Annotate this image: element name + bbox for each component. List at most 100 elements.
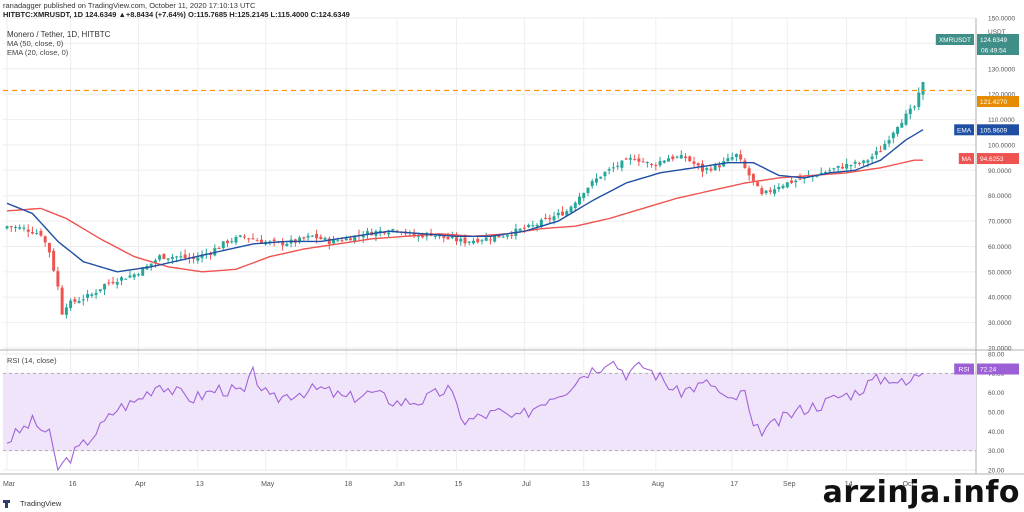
candle-body [77, 301, 81, 303]
candle [136, 272, 140, 277]
rsi-tick-label: 80.00 [988, 352, 1005, 359]
candle-body [684, 156, 688, 159]
candle-body [247, 238, 251, 240]
candle-body [756, 182, 760, 187]
ema-tag: EMA 105.9609 [954, 124, 1019, 136]
candle-body [781, 185, 785, 189]
candle [764, 190, 768, 195]
candle [891, 131, 895, 144]
candle-body [175, 256, 179, 258]
candle-body [569, 206, 573, 213]
candle-body [887, 140, 891, 144]
watermark: arzinja.info [822, 475, 1020, 510]
candle [217, 246, 221, 250]
candle-body [365, 231, 369, 235]
candle-body [845, 163, 849, 169]
candle [200, 250, 204, 263]
ticker-line: HITBTC:XMRUSDT, 1D 124.6349 ▲+8.8434 (+7… [3, 10, 350, 19]
rsi-tag-name: RSI [959, 367, 970, 374]
candle [18, 224, 22, 230]
candle [768, 187, 772, 195]
candle-body [310, 235, 314, 237]
candle [433, 235, 437, 240]
candle [794, 179, 798, 188]
candle-body [522, 227, 526, 229]
candle-body [302, 237, 306, 239]
candle-body [548, 217, 552, 220]
candle-body [446, 237, 450, 240]
candle-body [607, 169, 611, 171]
candle [671, 154, 675, 162]
candle-body [306, 235, 310, 238]
candle-body [645, 162, 649, 164]
candle-body [209, 253, 213, 255]
candle [641, 157, 645, 163]
ema-tag-name: EMA [957, 127, 972, 134]
candle [654, 162, 658, 171]
candle [213, 244, 217, 257]
candle-body [298, 237, 302, 243]
candle-body [828, 170, 832, 172]
candle [493, 235, 497, 243]
candle-body [81, 299, 85, 301]
ma-tag: MA 94.6253 [958, 153, 1019, 165]
candle-body [56, 271, 60, 287]
candle [709, 165, 713, 173]
ema20-line [6, 129, 924, 273]
candle [302, 236, 306, 241]
candle [234, 235, 238, 245]
candle-body [832, 168, 836, 170]
candle [527, 223, 531, 229]
time-tick-label: Mar [3, 481, 16, 488]
candle-body [739, 154, 743, 160]
candle-body [616, 165, 620, 167]
candle-body [874, 151, 878, 155]
candle [81, 294, 85, 306]
candle-body [510, 234, 514, 236]
tradingview-logo[interactable]: TradingView [3, 499, 61, 508]
candle [459, 236, 463, 246]
candle-body [450, 236, 454, 239]
last-price-tag-value: 124.6349 [980, 37, 1007, 44]
candle-body [459, 238, 463, 242]
candle [637, 153, 641, 167]
candle-body [705, 168, 709, 170]
ma-tag-name-box [958, 153, 974, 165]
candle [471, 237, 475, 245]
rsi-tick-label: 30.00 [988, 448, 1005, 455]
candle [700, 160, 704, 177]
price-tick-label: 150.0000 [988, 16, 1015, 23]
candle [327, 236, 331, 250]
price-tick-label: 90.0000 [988, 168, 1012, 175]
price-tick-label: 110.0000 [988, 117, 1015, 124]
candle [35, 229, 39, 235]
candle [747, 165, 751, 181]
candle [586, 187, 590, 197]
candle [599, 176, 603, 180]
candle-body [641, 161, 645, 163]
candle-body [840, 166, 844, 169]
candle-body [463, 237, 467, 244]
candle-body [679, 154, 683, 159]
candle-body [717, 165, 721, 168]
candle-body [573, 202, 577, 208]
candle [47, 242, 51, 258]
candle [115, 278, 119, 289]
ma-tag-name: MA [962, 156, 972, 163]
candle [828, 167, 832, 173]
candle-body [590, 181, 594, 186]
candle-body [196, 257, 200, 261]
candle-body [442, 234, 446, 238]
candle [705, 167, 709, 175]
candle-body [480, 240, 484, 242]
resistance-tag-value: 121.4270 [980, 99, 1007, 106]
candle [480, 238, 484, 245]
candle [853, 159, 857, 169]
candle [781, 183, 785, 190]
candle [650, 162, 654, 168]
candle-body [785, 182, 789, 188]
price-tick-label: 60.0000 [988, 244, 1012, 251]
candle-body [849, 164, 853, 166]
time-tick-label: Apr [135, 481, 147, 488]
candle-body [43, 236, 47, 243]
